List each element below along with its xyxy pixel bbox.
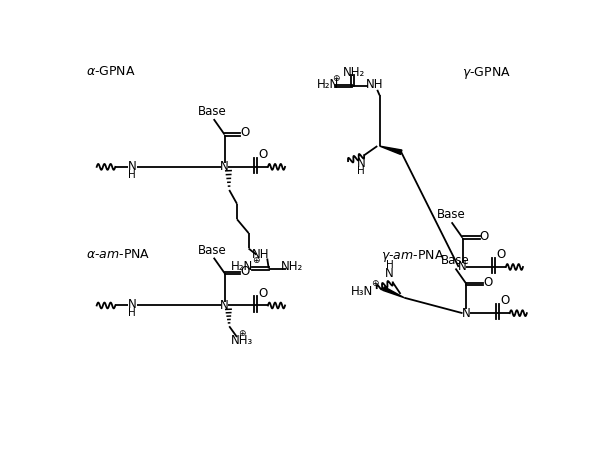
Text: N: N <box>128 298 137 311</box>
Text: O: O <box>240 126 250 140</box>
Text: ⊕: ⊕ <box>253 256 260 265</box>
Text: O: O <box>484 276 493 289</box>
Text: N: N <box>462 307 471 320</box>
Text: H: H <box>357 166 365 176</box>
Text: NH₃: NH₃ <box>230 334 253 347</box>
Text: Base: Base <box>437 208 466 221</box>
Text: NH₂: NH₂ <box>343 66 365 79</box>
Text: O: O <box>240 265 250 278</box>
Polygon shape <box>383 287 404 298</box>
Text: H: H <box>386 261 394 271</box>
Text: N: N <box>458 261 467 273</box>
Text: H₃N: H₃N <box>351 285 373 298</box>
Text: N: N <box>356 157 365 169</box>
Text: $\it{\gamma}$-$\it{am}$-PNA: $\it{\gamma}$-$\it{am}$-PNA <box>381 248 445 264</box>
Text: NH: NH <box>252 248 270 261</box>
Text: ⊕: ⊕ <box>371 280 379 289</box>
Text: ⊕: ⊕ <box>332 74 340 83</box>
Text: Base: Base <box>198 105 227 118</box>
Text: $\it{\alpha}$-$\it{am}$-PNA: $\it{\alpha}$-$\it{am}$-PNA <box>86 248 150 261</box>
Text: H: H <box>128 169 136 180</box>
Text: $\it{\alpha}$-GPNA: $\it{\alpha}$-GPNA <box>86 65 136 78</box>
Text: N: N <box>128 159 137 173</box>
Text: $\it{\gamma}$-GPNA: $\it{\gamma}$-GPNA <box>463 65 511 81</box>
Text: Base: Base <box>198 244 227 256</box>
Text: O: O <box>479 230 489 243</box>
Text: O: O <box>500 294 510 307</box>
Text: N: N <box>220 299 229 312</box>
Text: N: N <box>220 160 229 174</box>
Text: O: O <box>259 148 268 161</box>
Polygon shape <box>380 146 402 155</box>
Text: ⊕: ⊕ <box>238 329 245 338</box>
Text: H₂N: H₂N <box>317 78 340 91</box>
Text: NH₂: NH₂ <box>281 261 303 273</box>
Text: Base: Base <box>441 254 470 267</box>
Text: NH: NH <box>365 78 383 91</box>
Text: O: O <box>497 248 506 261</box>
Text: O: O <box>259 287 268 300</box>
Text: N: N <box>385 267 394 280</box>
Text: H: H <box>128 308 136 318</box>
Text: H₂N: H₂N <box>231 261 254 273</box>
